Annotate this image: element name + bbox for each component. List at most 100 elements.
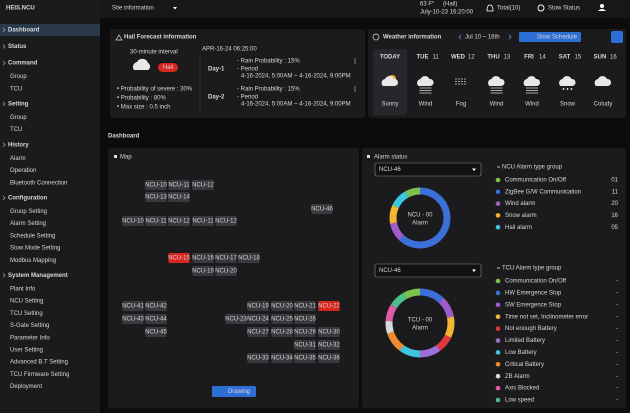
menu-item[interactable]: TCU Setting (10, 311, 43, 317)
ncu-node[interactable] (271, 301, 293, 311)
period-range: 4-16-2024, 5:00AM ~ 4-16-2024, 9:00PM (241, 74, 351, 80)
ncu-node[interactable] (215, 216, 237, 226)
ncu-label: NCU-12 (192, 183, 214, 189)
donut-segment (419, 288, 444, 304)
alarm-total[interactable]: Total(10) (497, 6, 520, 12)
ncu-label: NCU-11 (192, 219, 214, 225)
menu-item[interactable]: User Setting (10, 347, 43, 353)
ncu-node[interactable] (192, 253, 214, 263)
menu-section[interactable]: Setting (8, 101, 29, 107)
menu-section[interactable]: History (8, 142, 29, 148)
menu-item[interactable]: Bluetooth Connection (10, 180, 67, 186)
site-select[interactable]: Site information (112, 6, 154, 12)
menu-item[interactable]: Plant Info (10, 286, 36, 292)
menu-item[interactable]: Advanced B.T Setting (10, 360, 68, 366)
menu-item[interactable]: TCU (10, 86, 22, 92)
alarm-count: 16 (611, 213, 618, 219)
ncu-node[interactable] (294, 340, 316, 350)
collapse-button[interactable] (611, 31, 623, 43)
ncu-node[interactable] (122, 301, 144, 311)
ncu-node[interactable] (294, 301, 316, 311)
cloud-icon (488, 76, 505, 86)
menu-section[interactable]: Configuration (8, 195, 48, 201)
ncu-node[interactable] (145, 180, 167, 190)
menu-item[interactable]: Parameter Info (10, 335, 50, 341)
ncu-node[interactable] (294, 327, 316, 337)
ncu-node[interactable] (122, 216, 144, 226)
ncu-node[interactable] (145, 216, 167, 226)
menu-item[interactable]: Operation (10, 168, 36, 174)
menu-section[interactable]: Dashboard (8, 28, 40, 34)
ncu-node[interactable] (145, 192, 167, 202)
ncu-node[interactable] (145, 327, 167, 337)
drawing-button[interactable] (212, 386, 256, 397)
menu-item[interactable]: Group (10, 74, 27, 80)
menu-item[interactable]: NCU Setting (10, 299, 43, 305)
menu-caret (2, 27, 6, 33)
menu-item[interactable]: Schedule Setting (10, 233, 55, 239)
menu-section[interactable]: System Management (8, 273, 68, 279)
menu-item[interactable]: Deployment (10, 384, 42, 390)
menu-item[interactable]: TCU (10, 127, 22, 133)
weekday: SAT (559, 55, 571, 61)
period-label: - Period (237, 67, 258, 73)
select[interactable] (374, 263, 482, 278)
more-dot (354, 86, 356, 88)
menu-section[interactable]: Status (8, 44, 27, 50)
donut-segment (389, 205, 399, 224)
ncu-node[interactable] (168, 216, 190, 226)
topbar (100, 0, 630, 18)
ncu-node[interactable] (122, 314, 144, 324)
ncu-node[interactable] (247, 301, 269, 311)
donut-segment (403, 288, 421, 299)
ncu-node[interactable] (271, 314, 293, 324)
ncu-node[interactable] (311, 204, 333, 214)
ncu-node[interactable] (168, 180, 190, 190)
ncu-node[interactable] (318, 353, 340, 363)
ncu-label: NCU-33 (247, 356, 269, 362)
menu-item[interactable]: S-Gate Setting (10, 323, 49, 329)
ncu-node[interactable] (192, 180, 214, 190)
menu-section[interactable]: Command (8, 61, 38, 67)
date: 13 (504, 55, 511, 61)
ncu-node[interactable] (225, 314, 247, 324)
ncu-node[interactable] (247, 327, 269, 337)
ncu-node[interactable] (318, 340, 340, 350)
menu-item[interactable]: Group (10, 115, 27, 121)
ncu-node[interactable] (247, 353, 269, 363)
ncu-node[interactable] (168, 253, 190, 263)
dropdown-arrow (472, 269, 476, 272)
ncu-node[interactable] (271, 353, 293, 363)
stow-status[interactable]: Stow Status (548, 6, 580, 12)
ncu-label: NCU-21 (294, 304, 316, 310)
menu-item[interactable]: Alarm Setting (10, 221, 46, 227)
ncu-node[interactable] (294, 353, 316, 363)
ncu-node[interactable] (294, 314, 316, 324)
ncu-node[interactable] (215, 266, 237, 276)
date: 11 (433, 55, 440, 61)
snowflake (562, 88, 565, 90)
donut-segment (399, 345, 421, 358)
ncu-node[interactable] (145, 301, 167, 311)
stow-schedule-button[interactable] (519, 32, 581, 42)
alarm-type: ZB Alarm (505, 374, 530, 380)
ncu-node[interactable] (145, 314, 167, 324)
legend-dot (495, 314, 501, 320)
ncu-node[interactable] (318, 327, 340, 337)
ncu-node[interactable] (238, 253, 260, 263)
menu-item[interactable]: Stow Mode Setting (10, 246, 60, 252)
ncu-node[interactable] (168, 192, 190, 202)
ncu-node[interactable] (192, 266, 214, 276)
ncu-node[interactable] (215, 253, 237, 263)
menu-item[interactable]: TCU Firmware Setting (10, 372, 69, 378)
ncu-label: NCU-28 (271, 330, 293, 336)
ncu-node[interactable] (247, 314, 269, 324)
select[interactable] (374, 162, 482, 177)
ncu-node[interactable] (318, 301, 340, 311)
ncu-node[interactable] (192, 216, 214, 226)
menu-item[interactable]: Modbus Mapping (10, 258, 56, 264)
menu-item[interactable]: Gruop Setting (10, 209, 47, 215)
legend-dot (495, 350, 501, 355)
ncu-node[interactable] (271, 327, 293, 337)
menu-item[interactable]: Alarm (10, 156, 26, 162)
